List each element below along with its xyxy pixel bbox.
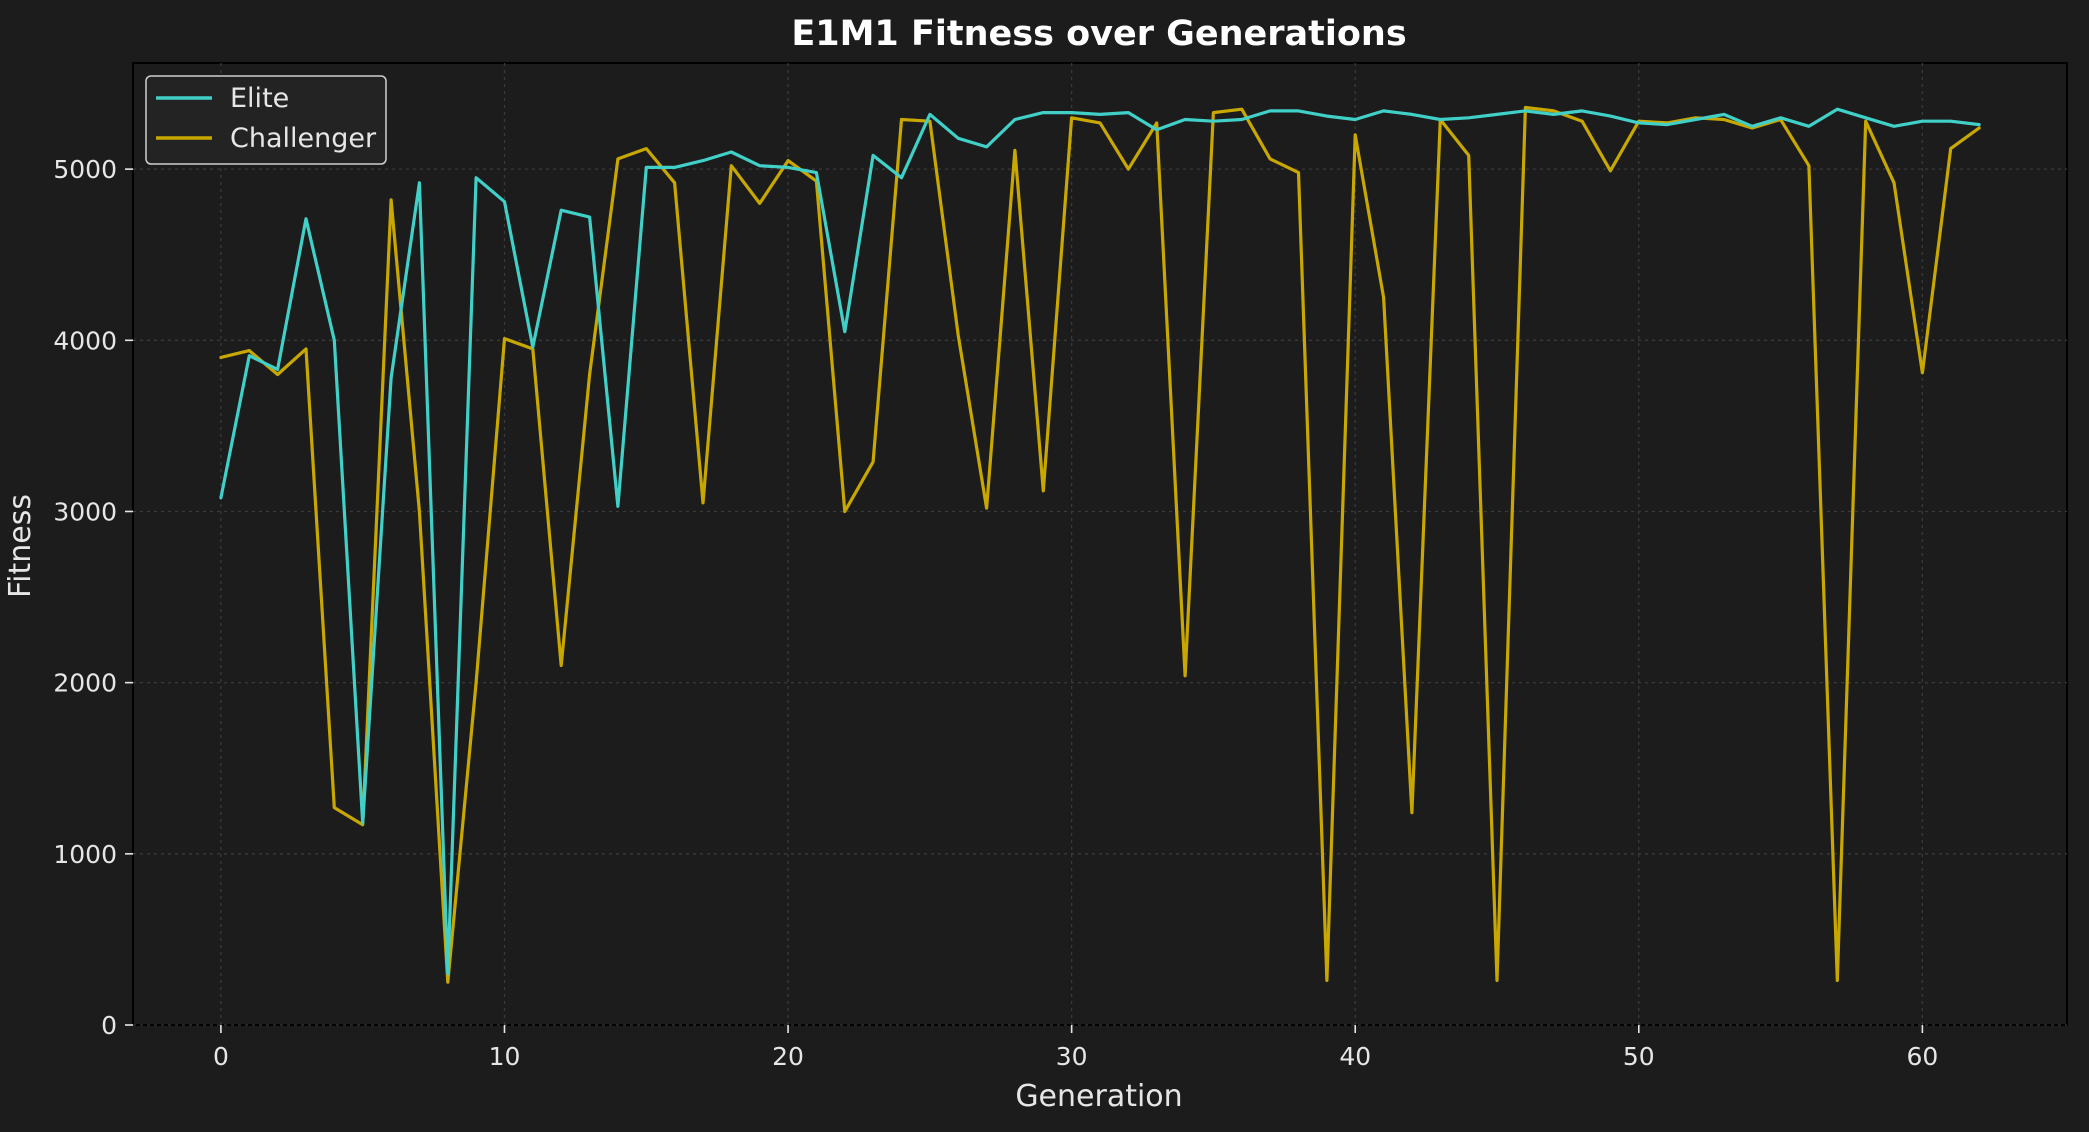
y-tick-label: 2000 <box>53 669 117 698</box>
legend-label-challenger: Challenger <box>230 123 377 154</box>
x-tick-label: 40 <box>1339 1042 1371 1071</box>
series-lines <box>219 105 1981 984</box>
grid <box>133 63 2067 1026</box>
y-tick-label: 0 <box>101 1011 117 1040</box>
plot-area <box>132 62 2068 1026</box>
x-tick-label: 60 <box>1906 1042 1938 1071</box>
x-tick-label: 10 <box>489 1042 521 1071</box>
axis-ticks: 0 10 20 30 40 50 60 0 1000 2000 3000 4000 5000 <box>53 155 1938 1071</box>
y-axis-label: Fitness <box>3 494 38 598</box>
legend-label-elite: Elite <box>230 83 289 114</box>
x-tick-label: 30 <box>1056 1042 1088 1071</box>
y-tick-label: 3000 <box>53 497 117 526</box>
series-line-challenger <box>219 105 1981 984</box>
y-tick-label: 4000 <box>53 326 117 355</box>
y-tick-label: 1000 <box>53 840 117 869</box>
x-tick-label: 50 <box>1623 1042 1655 1071</box>
legend: Elite Challenger <box>145 75 387 165</box>
x-axis-label: Generation <box>1015 1079 1182 1114</box>
x-tick-label: 20 <box>772 1042 804 1071</box>
y-tick-label: 5000 <box>53 155 117 184</box>
x-tick-label: 0 <box>213 1042 229 1071</box>
series-line-elite <box>219 107 1981 976</box>
chart-title: E1M1 Fitness over Generations <box>791 14 1406 54</box>
